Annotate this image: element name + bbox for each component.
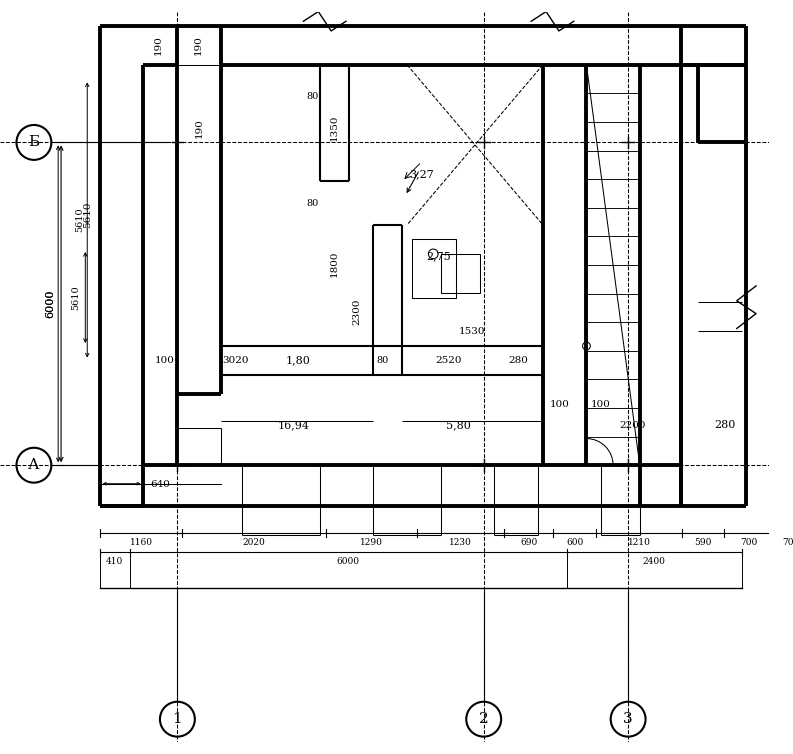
Text: 16,94: 16,94 — [278, 421, 310, 431]
Text: 690: 690 — [520, 538, 538, 547]
Circle shape — [160, 702, 195, 737]
Text: 190: 190 — [195, 118, 204, 138]
Text: 1: 1 — [173, 713, 182, 726]
Text: Б: Б — [29, 136, 40, 149]
Text: 640: 640 — [150, 480, 170, 489]
Circle shape — [611, 702, 646, 737]
Text: 3020: 3020 — [222, 356, 249, 365]
Text: 700: 700 — [783, 538, 793, 547]
Text: 1530: 1530 — [459, 327, 485, 336]
Bar — [412, 239, 456, 298]
Text: 5,80: 5,80 — [446, 421, 471, 431]
Text: 80: 80 — [306, 199, 318, 208]
Text: 3,27: 3,27 — [409, 170, 434, 179]
Text: 100: 100 — [550, 400, 569, 409]
Text: 5610: 5610 — [82, 202, 92, 228]
Text: 2520: 2520 — [435, 356, 462, 365]
Circle shape — [17, 125, 52, 160]
Text: 80: 80 — [306, 92, 318, 101]
Text: 700: 700 — [740, 538, 757, 547]
Text: 5610: 5610 — [75, 207, 84, 232]
Text: 5610: 5610 — [71, 285, 80, 310]
Text: А: А — [29, 458, 40, 472]
Text: 100: 100 — [155, 356, 174, 365]
Text: 280: 280 — [508, 356, 528, 365]
Text: 2,75: 2,75 — [427, 251, 451, 261]
Text: 1290: 1290 — [360, 538, 383, 547]
Text: 280: 280 — [714, 421, 736, 431]
Circle shape — [17, 448, 52, 483]
Text: 590: 590 — [694, 538, 711, 547]
Text: 190: 190 — [154, 35, 163, 56]
Text: 1160: 1160 — [129, 538, 152, 547]
Text: 1,80: 1,80 — [286, 356, 311, 366]
Text: 6000: 6000 — [45, 290, 56, 318]
Text: 100: 100 — [591, 400, 611, 409]
Text: 2: 2 — [479, 713, 488, 726]
Text: 1230: 1230 — [450, 538, 472, 547]
Bar — [441, 254, 480, 293]
Text: 410: 410 — [106, 557, 124, 566]
Text: 1350: 1350 — [330, 115, 339, 141]
Text: 2400: 2400 — [642, 557, 665, 566]
Text: 80: 80 — [377, 356, 389, 365]
Text: 1210: 1210 — [627, 538, 650, 547]
Text: 2200: 2200 — [619, 421, 646, 430]
Text: 3: 3 — [623, 713, 633, 726]
Text: 2020: 2020 — [243, 538, 265, 547]
Bar — [178, 26, 221, 65]
Text: 2300: 2300 — [352, 299, 362, 325]
Text: 190: 190 — [194, 35, 203, 56]
Text: 6000: 6000 — [45, 290, 56, 318]
Text: 600: 600 — [566, 538, 584, 547]
Text: 6000: 6000 — [337, 557, 360, 566]
Circle shape — [466, 702, 501, 737]
Text: 1800: 1800 — [330, 250, 339, 277]
